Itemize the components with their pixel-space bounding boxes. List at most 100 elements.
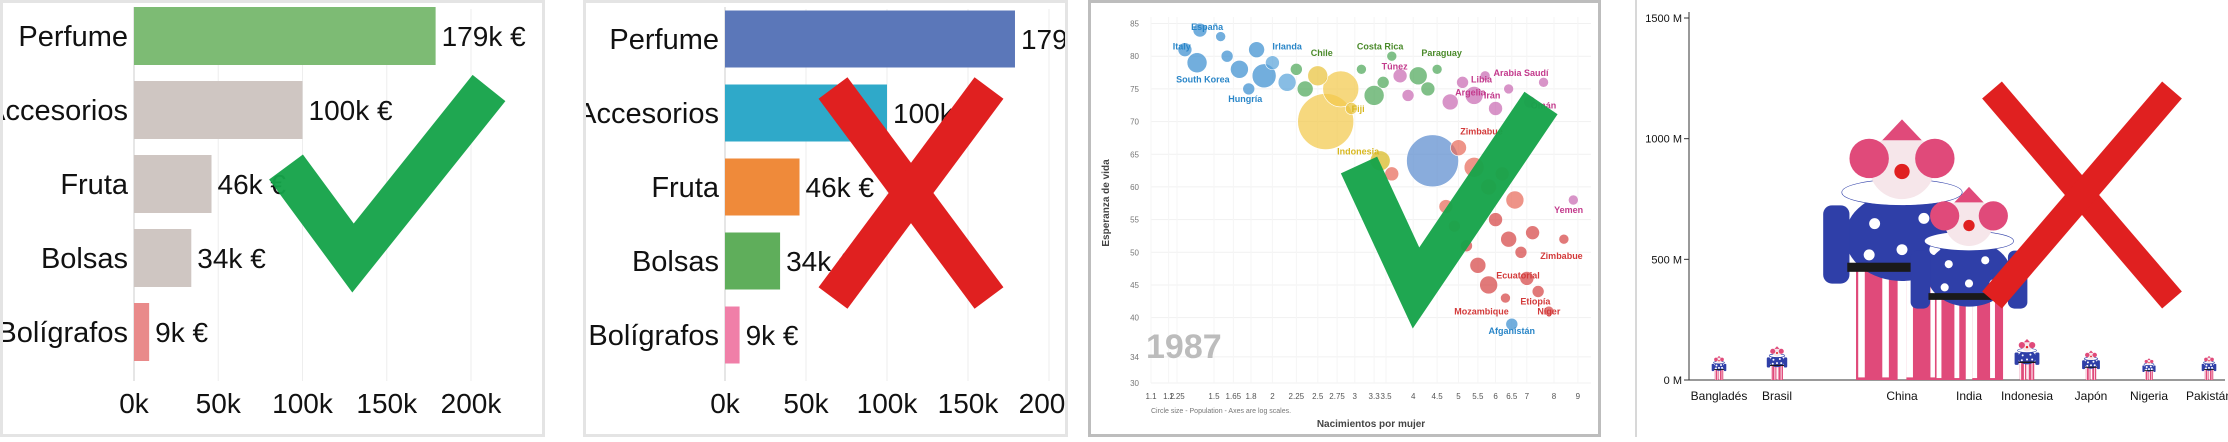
- country-label-etiopia: Etiopía: [1520, 297, 1551, 307]
- x-axis-title: Nacimientos por mujer: [1317, 419, 1425, 430]
- bubble-mark: [1488, 212, 1503, 227]
- bubble-mark: [1441, 93, 1459, 111]
- category-label-boligrafos: Bolígrafos: [3, 317, 128, 349]
- bubble-mark: [1356, 63, 1367, 75]
- bubble-mark: [1450, 139, 1467, 157]
- cross-icon: [818, 77, 1004, 309]
- category-label-fruta: Fruta: [651, 172, 720, 204]
- x-tick-label: 50k: [196, 388, 242, 419]
- y-tick-label: 0 M: [1664, 375, 1682, 387]
- x-tick-label: 1.65: [1226, 392, 1242, 401]
- bubble-mark: [1277, 73, 1297, 92]
- panel-bubble-chart: 85 80 75 70 65 60 55 50 45 40 34 30 1.1 1.2 1.25 1.5 1.6…: [1088, 0, 1601, 437]
- checkmark-icon: [1340, 91, 1558, 329]
- bubble-mark: [1230, 59, 1249, 79]
- bubble-mark: [1177, 42, 1193, 57]
- country-label-argelia: Argelia: [1455, 87, 1487, 97]
- bubble-mark: [1186, 52, 1208, 74]
- country-label-hungria: Hungría: [1228, 94, 1263, 104]
- clown-pictograms: [1711, 119, 2217, 380]
- bar-boligrafos: [725, 306, 740, 364]
- bubble-mark: [1406, 134, 1459, 188]
- data-label-bolsas: 34k €: [197, 243, 266, 274]
- bubble-mark: [1401, 89, 1415, 102]
- x-tick-label: 1.8: [1245, 392, 1257, 401]
- x-tick-label: 1.1: [1145, 392, 1157, 401]
- x-tick-label-japon: Japón: [2075, 389, 2108, 403]
- bubble-mark: [1456, 76, 1469, 89]
- country-label-iran: Irán: [1484, 91, 1501, 101]
- country-label-zimbabue: Zimbabue: [1540, 251, 1583, 261]
- y-tick-label: 1500 M: [1645, 13, 1682, 25]
- bubble-mark: [1215, 31, 1226, 42]
- bubble-mark: [1376, 76, 1390, 89]
- data-label-fruta: 46k €: [806, 172, 875, 203]
- y-tick-label: 50: [1130, 248, 1139, 257]
- y-axis-title: Esperanza de vida: [1101, 159, 1112, 247]
- year-label: 1987: [1146, 328, 1222, 366]
- data-label-perfume: 179k €: [442, 21, 526, 52]
- x-tick-label: 50k: [783, 388, 829, 419]
- bubble-mark: [1363, 85, 1385, 106]
- bubble-mark: [1345, 102, 1358, 115]
- x-tick-label: 3: [1353, 392, 1358, 401]
- bubble-mark: [1265, 55, 1280, 71]
- bubble-mark: [1500, 292, 1511, 304]
- data-label-accesorios: 100k €: [309, 95, 393, 126]
- clown-bar-pakistan: [2201, 355, 2217, 380]
- bubbles: [1177, 22, 1579, 331]
- x-tick-label: 7: [1525, 392, 1530, 401]
- category-label-accesorios: Accesorios: [3, 95, 128, 127]
- clown-bar-nigeria: [2142, 358, 2156, 380]
- category-label-fruta: Fruta: [60, 169, 129, 201]
- category-label-bolsas: Bolsas: [41, 243, 128, 275]
- bubble-mark: [1488, 101, 1503, 116]
- country-label-espana: España: [1191, 22, 1224, 32]
- country-label-zimbabue: Zimbabue: [1460, 127, 1503, 137]
- bubble-mark: [1538, 77, 1549, 88]
- x-tick-label: 1.2: [1163, 392, 1175, 401]
- country-label-afganistan: Afganistán: [1489, 326, 1536, 336]
- y-tick-label: 55: [1130, 216, 1139, 225]
- x-tick-label: 3.5: [1381, 392, 1393, 401]
- y-tick-label: 65: [1130, 150, 1139, 159]
- bar-perfume: [725, 10, 1015, 68]
- x-tick-label: 3.3: [1369, 392, 1381, 401]
- bubble-mark: [1386, 50, 1398, 62]
- bubble-mark: [1307, 65, 1329, 87]
- bar-boligrafos: [134, 303, 150, 361]
- x-tick-label-brasil: Brasil: [1762, 389, 1792, 403]
- x-tick-label-nigeria: Nigeria: [2130, 389, 2168, 403]
- y-tick-label: 70: [1130, 118, 1139, 127]
- x-tick-label: 8: [1552, 392, 1557, 401]
- bubble-mark: [1500, 230, 1517, 248]
- y-tick-label: 60: [1130, 183, 1139, 192]
- country-label-paraguay: Paraguay: [1421, 48, 1462, 58]
- country-label-yemen: Yemen: [1554, 205, 1583, 215]
- x-tick-label: 6.5: [1506, 392, 1518, 401]
- footnote: Circle size - Population - Axes are log …: [1151, 408, 1291, 415]
- y-tick-label: 85: [1130, 20, 1139, 29]
- bar-fruta: [725, 158, 800, 216]
- y-tick-label: 45: [1130, 281, 1139, 290]
- x-tick-label: 150k: [356, 388, 418, 419]
- bubble-mark: [1543, 305, 1555, 317]
- clown-bar-indonesia: [2014, 338, 2040, 380]
- x-tick-label: 100k: [272, 388, 334, 419]
- y-tick-label: 75: [1130, 85, 1139, 94]
- pictogram-chart: 0 M 500 M 1000 M 1500 M Bangladés Brasil China…: [1645, 12, 2228, 403]
- clown-bar-brasil: [1766, 346, 1788, 380]
- data-label-boligrafos: 9k €: [746, 320, 799, 351]
- cross-icon: [1982, 81, 2182, 309]
- x-tick-label: 2.25: [1289, 392, 1305, 401]
- x-tick-label-indonesia: Indonesia: [2001, 389, 2053, 403]
- bubble-mark: [1322, 70, 1360, 108]
- data-label-perfume: 179k €: [1021, 24, 1065, 55]
- bubble-mark: [1420, 81, 1436, 97]
- bubble-mark: [1431, 63, 1443, 75]
- clown-bar-banglades: [1711, 355, 1727, 380]
